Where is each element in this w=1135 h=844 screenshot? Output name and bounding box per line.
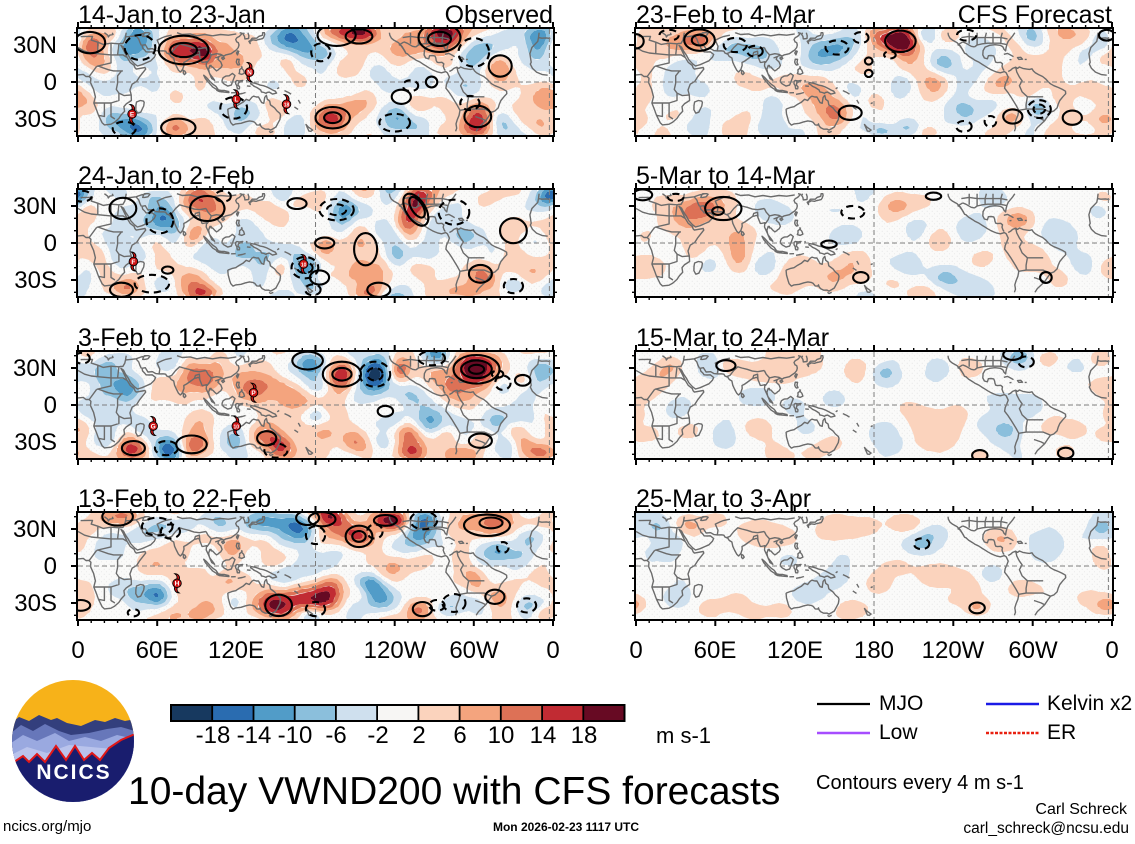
svg-text:H: H xyxy=(175,581,180,588)
svg-text:F: F xyxy=(131,259,135,266)
svg-text:L: L xyxy=(234,97,238,104)
svg-text:N: N xyxy=(247,70,252,77)
svg-text:P: P xyxy=(251,390,256,397)
svg-text:G: G xyxy=(151,423,156,430)
svg-text:18: 18 xyxy=(284,103,290,109)
svg-text:NCICS: NCICS xyxy=(36,761,111,784)
svg-text:10: 10 xyxy=(234,424,240,430)
svg-text:E: E xyxy=(130,111,135,118)
svg-text:10: 10 xyxy=(301,262,307,268)
